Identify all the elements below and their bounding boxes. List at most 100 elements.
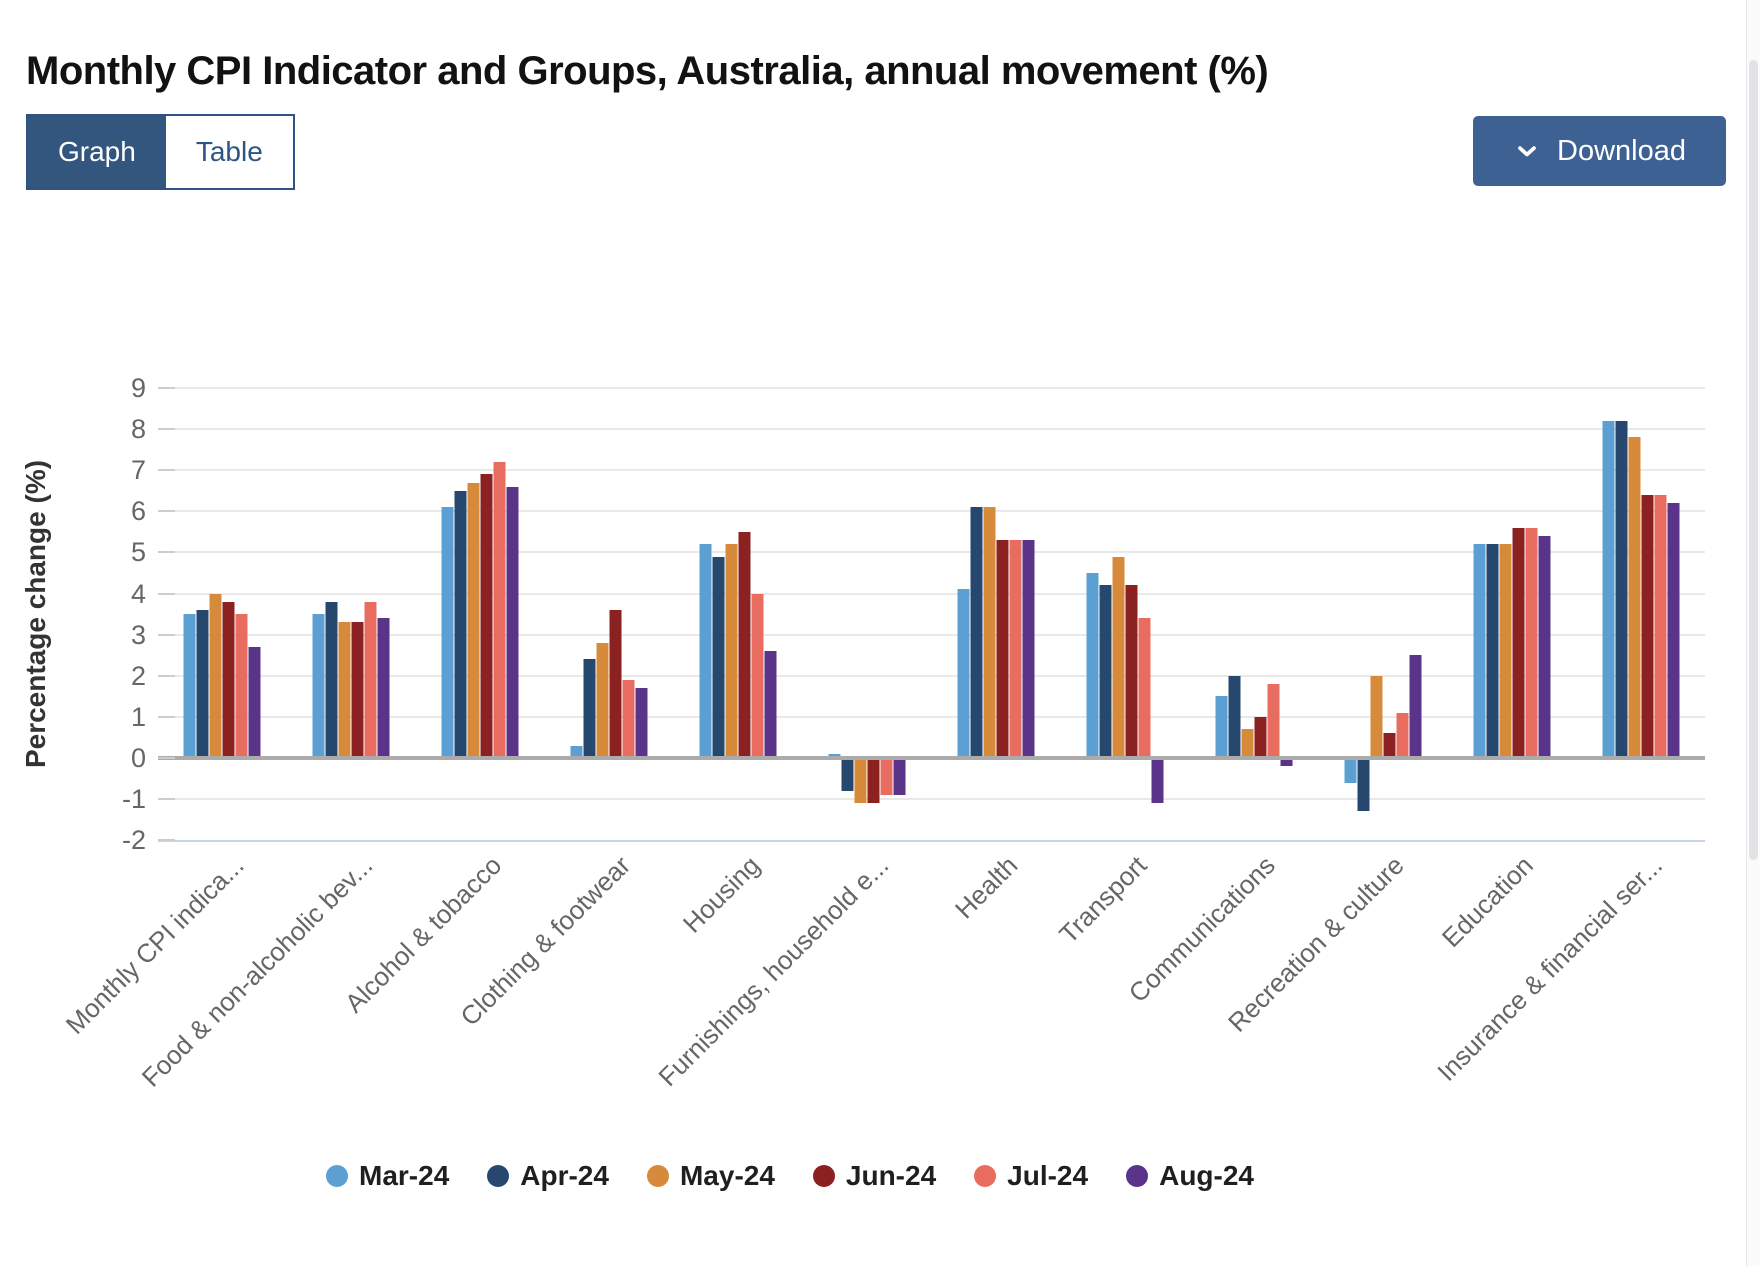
bar-jun-24[interactable] [480, 474, 493, 760]
bar-jul-24[interactable] [235, 614, 248, 760]
bar-jul-24[interactable] [622, 679, 635, 760]
legend-item-jul-24[interactable]: Jul-24 [974, 1160, 1088, 1192]
bar-mar-24[interactable] [183, 614, 196, 760]
bar-apr-24[interactable] [325, 601, 338, 760]
bar-mar-24[interactable] [699, 544, 712, 760]
chart-plot-area [158, 387, 1705, 842]
table-tab[interactable]: Table [165, 116, 293, 188]
bar-apr-24[interactable] [1357, 759, 1370, 812]
bar-mar-24[interactable] [312, 614, 325, 760]
bar-apr-24[interactable] [454, 490, 467, 760]
bar-jul-24[interactable] [1396, 712, 1409, 760]
bar-may-24[interactable] [983, 507, 996, 760]
y-axis-tick-label: 5 [130, 537, 146, 568]
bar-aug-24[interactable] [893, 759, 906, 795]
bar-jun-24[interactable] [609, 609, 622, 760]
bar-aug-24[interactable] [1022, 540, 1035, 760]
bar-jul-24[interactable] [880, 759, 893, 795]
bar-group-3 [416, 388, 545, 840]
bar-jun-24[interactable] [867, 759, 880, 804]
graph-tab[interactable]: Graph [28, 116, 166, 188]
bar-jul-24[interactable] [1654, 494, 1667, 760]
bar-cluster [957, 388, 1035, 840]
gridline [158, 592, 1705, 595]
bar-aug-24[interactable] [1151, 759, 1164, 804]
bar-jul-24[interactable] [1525, 527, 1538, 760]
bar-jun-24[interactable] [222, 601, 235, 760]
bar-mar-24[interactable] [957, 589, 970, 760]
bar-apr-24[interactable] [841, 759, 854, 791]
bar-jun-24[interactable] [996, 540, 1009, 760]
bar-jun-24[interactable] [1125, 585, 1138, 760]
bar-may-24[interactable] [1499, 544, 1512, 760]
bar-mar-24[interactable] [1344, 759, 1357, 783]
bar-apr-24[interactable] [1228, 675, 1241, 760]
bar-aug-24[interactable] [1409, 655, 1422, 760]
bar-may-24[interactable] [209, 593, 222, 760]
bar-jul-24[interactable] [751, 593, 764, 760]
bar-mar-24[interactable] [1602, 420, 1615, 760]
bar-cluster [1344, 388, 1422, 840]
bar-aug-24[interactable] [635, 688, 648, 760]
bar-may-24[interactable] [1112, 556, 1125, 760]
legend-item-aug-24[interactable]: Aug-24 [1126, 1160, 1254, 1192]
legend-item-mar-24[interactable]: Mar-24 [326, 1160, 449, 1192]
bar-mar-24[interactable] [1215, 696, 1228, 760]
bar-aug-24[interactable] [764, 651, 777, 760]
bar-jul-24[interactable] [1267, 683, 1280, 760]
bar-jun-24[interactable] [1383, 733, 1396, 760]
legend-item-may-24[interactable]: May-24 [646, 1160, 775, 1192]
legend-label: Apr-24 [520, 1160, 609, 1191]
bar-jun-24[interactable] [1254, 716, 1267, 760]
bar-jul-24[interactable] [1009, 540, 1022, 760]
bar-apr-24[interactable] [970, 507, 983, 760]
bar-apr-24[interactable] [1486, 544, 1499, 760]
gridline [158, 510, 1705, 513]
bar-may-24[interactable] [1370, 675, 1383, 760]
bar-aug-24[interactable] [248, 646, 261, 760]
bar-may-24[interactable] [1241, 729, 1254, 760]
bar-group-1 [158, 388, 287, 840]
bar-group-8 [1060, 388, 1189, 840]
bar-group-12 [1576, 388, 1705, 840]
bar-jul-24[interactable] [364, 601, 377, 760]
y-axis-tick [158, 387, 175, 389]
bar-jul-24[interactable] [493, 461, 506, 760]
bar-aug-24[interactable] [506, 486, 519, 760]
bar-cluster [1215, 388, 1293, 840]
legend-swatch-icon [646, 1165, 669, 1187]
bar-jun-24[interactable] [738, 531, 751, 760]
legend-item-jun-24[interactable]: Jun-24 [812, 1160, 936, 1192]
bar-apr-24[interactable] [1615, 420, 1628, 760]
bar-aug-24[interactable] [1280, 759, 1293, 767]
bar-mar-24[interactable] [441, 507, 454, 760]
download-label: Download [1557, 134, 1686, 167]
bar-apr-24[interactable] [712, 556, 725, 760]
bar-apr-24[interactable] [1099, 585, 1112, 760]
bar-aug-24[interactable] [377, 618, 390, 760]
scrollbar[interactable] [1746, 0, 1760, 1266]
bar-may-24[interactable] [596, 642, 609, 760]
zero-gridline [158, 755, 1705, 760]
x-axis-label-8: Transport [1052, 850, 1153, 950]
bar-may-24[interactable] [338, 622, 351, 760]
bar-may-24[interactable] [854, 759, 867, 804]
bar-mar-24[interactable] [1473, 544, 1486, 760]
bar-aug-24[interactable] [1667, 503, 1680, 760]
bar-mar-24[interactable] [1086, 572, 1099, 760]
bar-jul-24[interactable] [1138, 618, 1151, 760]
download-button[interactable]: Download [1473, 116, 1726, 186]
scrollbar-thumb[interactable] [1749, 60, 1758, 860]
bar-aug-24[interactable] [1538, 535, 1551, 760]
bar-apr-24[interactable] [196, 609, 209, 760]
bar-jun-24[interactable] [1512, 527, 1525, 760]
bar-jun-24[interactable] [351, 622, 364, 760]
bar-group-9 [1189, 388, 1318, 840]
bar-jun-24[interactable] [1641, 494, 1654, 760]
bar-apr-24[interactable] [583, 659, 596, 760]
bar-may-24[interactable] [725, 544, 738, 760]
bar-may-24[interactable] [467, 482, 480, 760]
bar-may-24[interactable] [1628, 437, 1641, 760]
legend-item-apr-24[interactable]: Apr-24 [487, 1160, 609, 1192]
y-axis-tick-label: 1 [130, 701, 146, 732]
